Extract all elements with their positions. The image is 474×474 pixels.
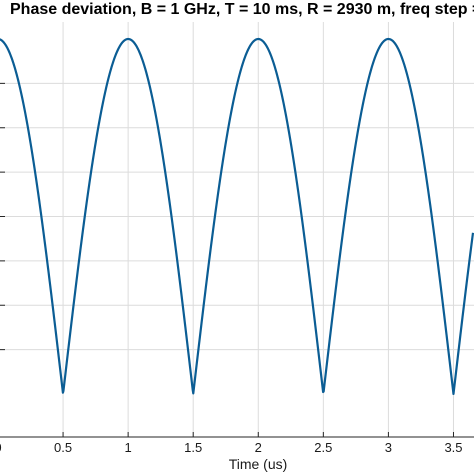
x-axis-label: Time (us) [229, 456, 288, 472]
chart-title: Phase deviation, B = 1 GHz, T = 10 ms, R… [10, 1, 474, 18]
series-line-0 [0, 37, 474, 396]
x-tick-label-5: 2.5 [314, 440, 332, 455]
x-tick-label-3: 1.5 [184, 440, 202, 455]
x-tick-label-6: 3 [385, 440, 392, 455]
series-group [0, 37, 474, 396]
x-tick-label-4: 2 [255, 440, 262, 455]
x-tick-label-2: 1 [125, 440, 132, 455]
x-tick-label-1: 0.5 [54, 440, 72, 455]
x-tick-label-7: 3.5 [444, 440, 462, 455]
x-tick-label-0: 0 [0, 440, 2, 455]
x-tick-labels: 0 0.5 1 1.5 2 2.5 3 3.5 [0, 432, 463, 455]
